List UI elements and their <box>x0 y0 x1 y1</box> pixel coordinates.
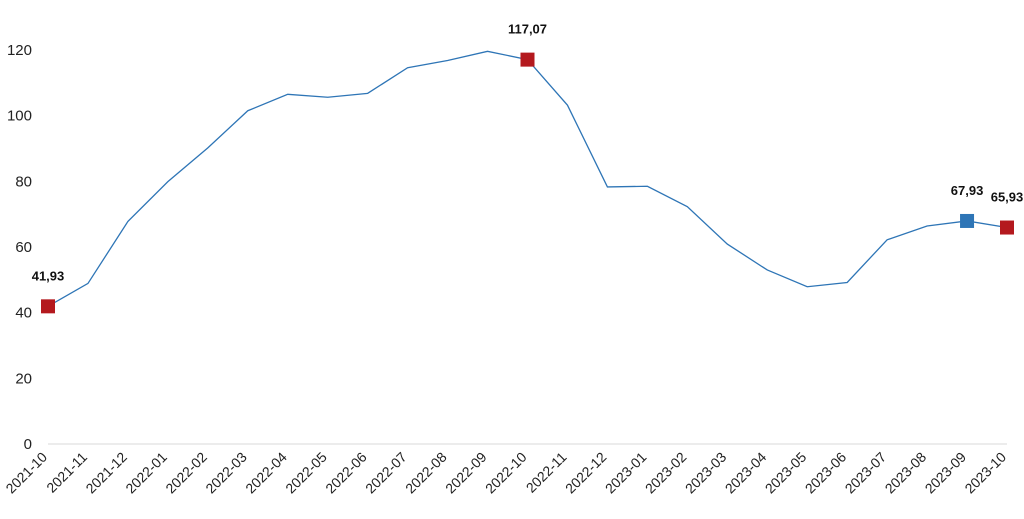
x-tick-label: 2021-10 <box>2 449 50 497</box>
y-tick-label: 0 <box>24 436 32 453</box>
x-tick-label: 2022-10 <box>482 449 530 497</box>
x-tick-label: 2022-07 <box>362 449 410 497</box>
y-tick-label: 120 <box>7 42 32 59</box>
y-tick-label: 100 <box>7 108 32 125</box>
x-tick-label: 2023-03 <box>682 449 730 497</box>
x-tick-label: 2023-08 <box>882 449 930 497</box>
x-tick-label: 2022-01 <box>122 449 170 497</box>
data-marker <box>960 213 975 228</box>
x-tick-label: 2022-04 <box>242 449 290 497</box>
x-tick-label: 2022-02 <box>162 449 210 497</box>
data-label: 65,93 <box>991 190 1024 205</box>
x-tick-label: 2023-01 <box>602 449 650 497</box>
data-label: 67,93 <box>951 183 984 198</box>
y-tick-label: 80 <box>15 173 32 190</box>
x-tick-label: 2023-06 <box>802 449 850 497</box>
data-marker <box>520 52 535 67</box>
y-tick-label: 60 <box>15 239 32 256</box>
x-tick-label: 2023-09 <box>922 449 970 497</box>
x-tick-label: 2022-08 <box>402 449 450 497</box>
x-tick-label: 2023-10 <box>961 449 1009 497</box>
data-labels: 41,93 117,07 67,93 65,93 <box>32 22 1024 284</box>
x-tick-label: 2022-12 <box>562 449 610 497</box>
x-tick-label: 2021-11 <box>43 449 90 496</box>
y-tick-label: 20 <box>15 370 32 387</box>
x-tick-label: 2023-05 <box>762 449 810 497</box>
highlight-markers <box>41 52 1014 314</box>
y-tick-label: 40 <box>15 305 32 322</box>
y-axis-ticks: 0 20 40 60 80 100 120 <box>7 42 32 453</box>
x-tick-label: 2021-12 <box>82 449 130 497</box>
x-tick-label: 2022-11 <box>523 449 570 496</box>
x-tick-label: 2023-04 <box>722 449 770 497</box>
data-label: 41,93 <box>32 268 65 283</box>
series-line <box>47 50 1008 307</box>
x-tick-label: 2023-02 <box>642 449 690 497</box>
x-tick-label: 2023-07 <box>842 449 890 497</box>
x-tick-label: 2022-06 <box>322 449 370 497</box>
x-tick-label: 2022-03 <box>202 449 250 497</box>
x-tick-label: 2022-05 <box>282 449 330 497</box>
data-label: 117,07 <box>508 22 547 37</box>
data-marker <box>41 299 55 314</box>
x-tick-label: 2022-09 <box>442 449 490 497</box>
x-axis-ticks: 2021-102021-112021-122022-012022-022022-… <box>2 449 1009 497</box>
data-marker <box>1000 220 1014 235</box>
